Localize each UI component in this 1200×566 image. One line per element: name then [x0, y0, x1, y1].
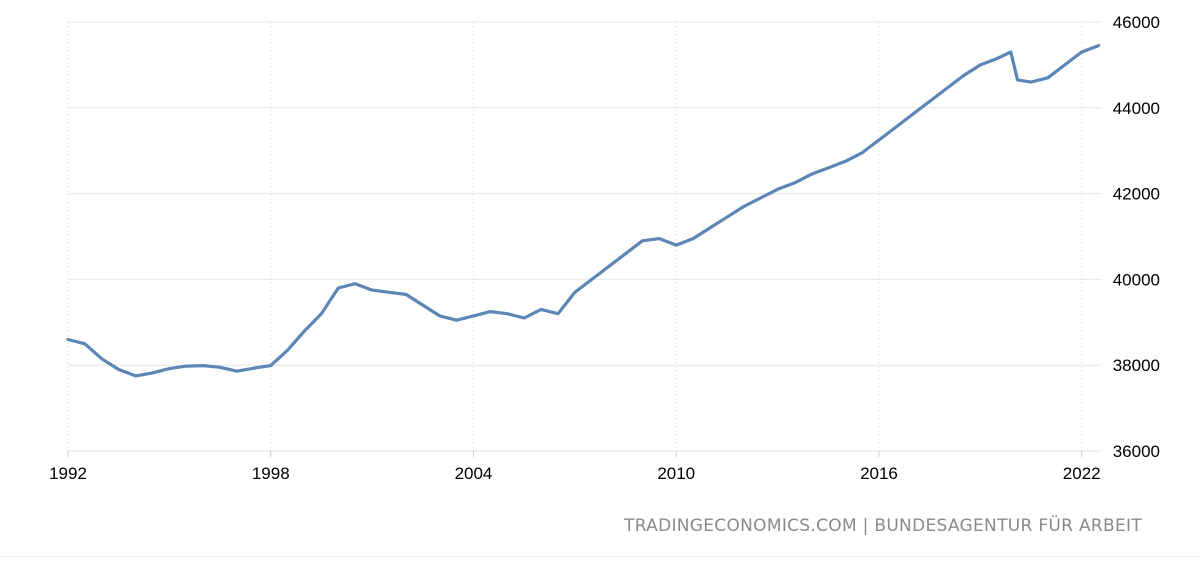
x-tick-label: 1992 [49, 464, 87, 483]
x-tick-label: 2016 [860, 464, 898, 483]
y-tick-label: 38000 [1113, 356, 1160, 375]
y-tick-label: 40000 [1113, 270, 1160, 289]
y-tick-label: 36000 [1113, 442, 1160, 461]
y-axis-ticks: 36000 38000 40000 42000 44000 46000 [1113, 13, 1160, 461]
grid-lines [67, 21, 1102, 457]
x-tick-label: 2004 [455, 464, 493, 483]
y-tick-label: 44000 [1113, 99, 1160, 118]
line-chart: 36000 38000 40000 42000 44000 46000 1992 1998 2… [49, 13, 1160, 483]
x-tick-label: 2022 [1063, 464, 1101, 483]
x-axis-ticks: 1992 1998 2004 2010 2016 2022 [49, 464, 1101, 483]
y-tick-label: 42000 [1113, 185, 1160, 204]
source-credits[interactable]: TRADINGECONOMICS.COM | BUNDESAGENTUR FÜR… [624, 516, 1142, 536]
y-tick-label: 46000 [1113, 13, 1160, 32]
x-tick-label: 1998 [252, 464, 290, 483]
bottom-divider [0, 556, 1200, 557]
series-line [66, 44, 1101, 378]
x-tick-label: 2010 [657, 464, 695, 483]
series-layer [66, 44, 1101, 378]
